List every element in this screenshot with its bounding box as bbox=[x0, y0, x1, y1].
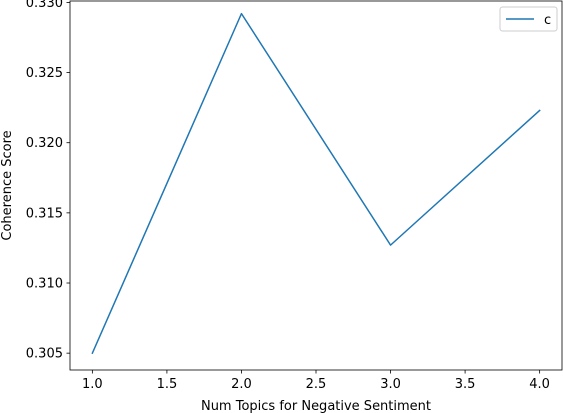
legend-entry-label: c bbox=[544, 13, 551, 28]
y-tick-label-6: 0.330 bbox=[26, 0, 63, 11]
plot-area-group: 1.0 1.5 2.0 2.5 3.0 3.5 4.0 0.305 0.310 0.315 0.32… bbox=[26, 0, 563, 392]
y-tick-label-1: 0.305 bbox=[26, 347, 63, 362]
y-axis-label: Coherence Score bbox=[0, 130, 15, 240]
y-tick-label-5: 0.325 bbox=[26, 66, 63, 81]
y-tick-label-3: 0.315 bbox=[26, 206, 63, 221]
x-tick-label-1: 1.0 bbox=[82, 377, 103, 392]
y-tick-label-2: 0.310 bbox=[26, 277, 63, 292]
x-tick-label-5: 3.0 bbox=[380, 377, 401, 392]
x-tick-label-2: 1.5 bbox=[157, 377, 178, 392]
x-tick-label-4: 2.5 bbox=[306, 377, 327, 392]
x-tick-label-7: 4.0 bbox=[529, 377, 550, 392]
plot-frame bbox=[69, 0, 563, 371]
series-line-c bbox=[91, 12, 541, 355]
legend: c bbox=[499, 6, 558, 32]
x-tick-label-6: 3.5 bbox=[455, 377, 476, 392]
y-tick-label-4: 0.320 bbox=[26, 136, 63, 151]
x-axis-label: Num Topics for Negative Sentiment bbox=[201, 399, 431, 413]
x-tick-label-3: 2.0 bbox=[231, 377, 252, 392]
